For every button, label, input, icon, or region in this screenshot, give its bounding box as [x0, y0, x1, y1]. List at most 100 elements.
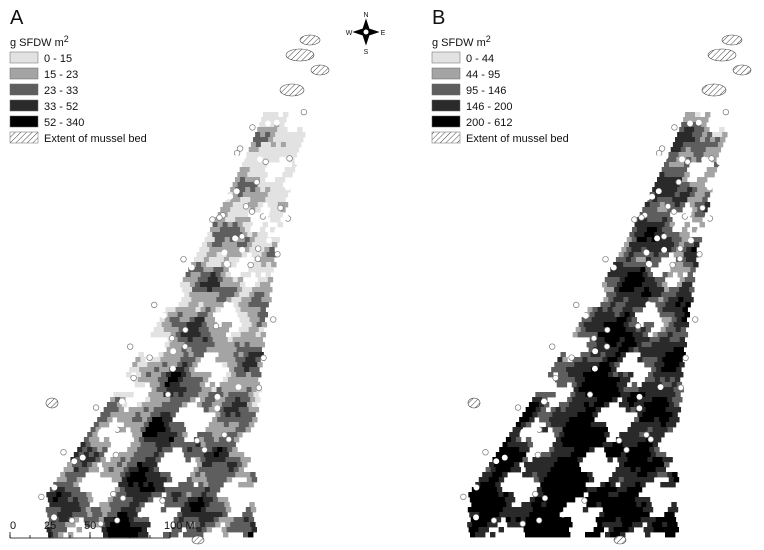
legend-swatch — [10, 84, 38, 95]
density-cell — [638, 427, 643, 432]
density-cell — [188, 377, 193, 382]
density-cell — [184, 452, 189, 457]
density-cell — [637, 457, 642, 462]
density-cell — [233, 277, 238, 282]
density-cell — [477, 522, 482, 527]
density-cell — [587, 342, 592, 347]
density-cell — [594, 322, 599, 327]
density-cell — [584, 402, 589, 407]
density-cell — [649, 322, 654, 327]
sample-point — [239, 234, 245, 240]
density-cell — [214, 437, 219, 442]
density-cell — [178, 352, 183, 357]
density-cell — [674, 362, 679, 367]
sample-point — [243, 204, 249, 210]
density-cell — [234, 407, 239, 412]
density-cell — [654, 447, 659, 452]
density-cell — [631, 422, 636, 427]
density-cell — [574, 402, 579, 407]
density-cell — [537, 487, 542, 492]
sample-point — [222, 250, 227, 255]
sample-point — [69, 518, 75, 524]
density-cell — [647, 282, 652, 287]
sample-point — [224, 302, 229, 307]
density-cell — [607, 522, 612, 527]
density-cell — [46, 507, 51, 512]
density-cell — [496, 452, 501, 457]
sample-point — [683, 355, 689, 361]
density-cell — [576, 422, 581, 427]
density-cell — [152, 432, 157, 437]
sample-point — [521, 429, 526, 434]
density-cell — [534, 402, 539, 407]
density-cell — [201, 307, 206, 312]
density-cell — [591, 407, 596, 412]
density-cell — [670, 532, 675, 537]
density-cell — [682, 227, 687, 232]
density-cell — [162, 387, 167, 392]
density-cell — [211, 307, 216, 312]
density-cell — [205, 237, 210, 242]
density-cell — [128, 497, 133, 502]
density-cell — [471, 502, 476, 507]
density-cell — [230, 382, 235, 387]
density-cell — [616, 257, 621, 262]
density-cell — [607, 397, 612, 402]
density-cell — [702, 177, 707, 182]
legend-item: 52 - 340 — [44, 117, 84, 129]
sample-point — [717, 112, 722, 117]
density-cell — [643, 442, 648, 447]
density-cell — [242, 362, 247, 367]
density-cell — [197, 287, 202, 292]
density-cell — [212, 432, 217, 437]
density-cell — [245, 472, 250, 477]
density-cell — [644, 477, 649, 482]
density-cell — [243, 392, 248, 397]
density-cell — [568, 442, 573, 447]
density-cell — [498, 507, 503, 512]
density-cell — [579, 477, 584, 482]
density-cell — [155, 382, 160, 387]
density-cell — [268, 202, 273, 207]
density-cell — [222, 402, 227, 407]
density-cell — [475, 532, 480, 537]
density-cell — [607, 457, 612, 462]
density-cell — [609, 322, 614, 327]
density-cell — [598, 307, 603, 312]
sample-point — [217, 215, 223, 221]
density-cell — [191, 332, 196, 337]
density-cell — [228, 377, 233, 382]
density-cell — [562, 487, 567, 492]
density-cell — [634, 417, 639, 422]
density-cell — [628, 262, 633, 267]
density-cell — [600, 337, 605, 342]
density-cell — [601, 502, 606, 507]
density-cell — [238, 277, 243, 282]
density-cell — [234, 452, 239, 457]
density-cell — [686, 147, 691, 152]
density-cell — [268, 277, 273, 282]
density-cell — [702, 197, 707, 202]
density-cell — [665, 532, 670, 537]
density-cell — [647, 207, 652, 212]
density-cell — [696, 147, 701, 152]
density-cell — [661, 467, 666, 472]
density-cell — [202, 512, 207, 517]
density-cell — [215, 357, 220, 362]
density-cell — [74, 502, 79, 507]
density-cell — [573, 492, 578, 497]
density-cell — [257, 172, 262, 177]
density-cell — [675, 302, 680, 307]
density-cell — [290, 167, 295, 172]
density-cell — [646, 292, 651, 297]
sample-point — [241, 154, 246, 159]
density-cell — [691, 147, 696, 152]
density-cell — [640, 337, 645, 342]
density-cell — [649, 387, 654, 392]
density-cell — [657, 457, 662, 462]
density-cell — [144, 407, 149, 412]
density-cell — [646, 467, 651, 472]
density-cell — [670, 392, 675, 397]
density-cell — [260, 197, 265, 202]
density-cell — [209, 292, 214, 297]
